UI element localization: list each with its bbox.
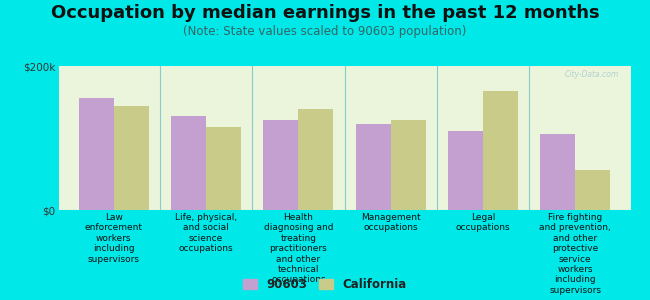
- Bar: [79, 98, 114, 210]
- Text: Health
diagnosing and
treating
practitioners
and other
technical
occupations: Health diagnosing and treating practitio…: [264, 213, 333, 284]
- Bar: [540, 134, 575, 210]
- Text: Law
enforcement
workers
including
supervisors: Law enforcement workers including superv…: [85, 213, 143, 264]
- Bar: [391, 120, 426, 210]
- Text: Life, physical,
and social
science
occupations: Life, physical, and social science occup…: [175, 213, 237, 253]
- Legend: 90603, California: 90603, California: [243, 278, 407, 291]
- Text: Fire fighting
and prevention,
and other
protective
service
workers
including
sup: Fire fighting and prevention, and other …: [540, 213, 611, 295]
- Text: Occupation by median earnings in the past 12 months: Occupation by median earnings in the pas…: [51, 4, 599, 22]
- Bar: [298, 109, 333, 210]
- Text: City-Data.com: City-Data.com: [565, 70, 619, 79]
- Bar: [575, 170, 610, 210]
- Bar: [356, 124, 391, 210]
- Bar: [171, 116, 206, 210]
- Text: Management
occupations: Management occupations: [361, 213, 421, 233]
- Bar: [263, 120, 298, 210]
- Text: Legal
occupations: Legal occupations: [456, 213, 510, 233]
- Bar: [114, 106, 149, 210]
- Text: (Note: State values scaled to 90603 population): (Note: State values scaled to 90603 popu…: [183, 26, 467, 38]
- Bar: [448, 131, 483, 210]
- Bar: [206, 127, 241, 210]
- Bar: [483, 91, 518, 210]
